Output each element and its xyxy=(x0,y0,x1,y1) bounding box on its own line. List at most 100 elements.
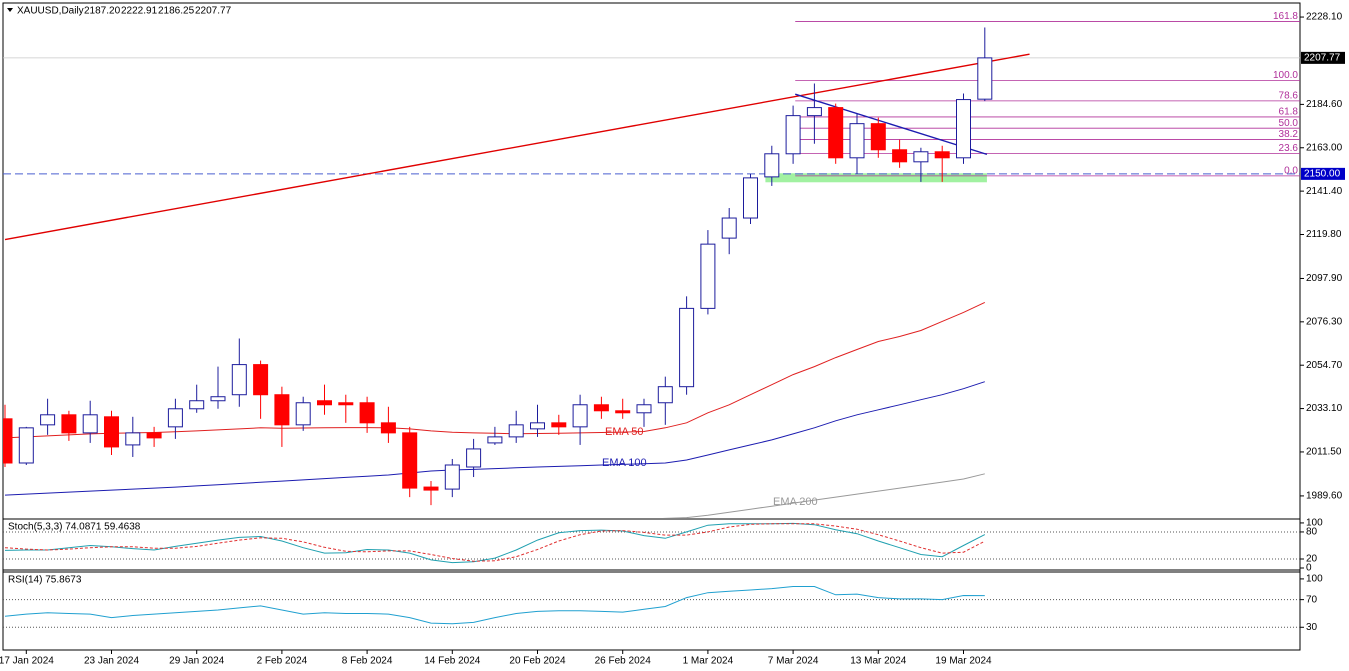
x-tick-label: 23 Jan 2024 xyxy=(84,656,139,667)
candle-body xyxy=(657,386,673,404)
fib-label: 38.2 xyxy=(1279,129,1299,140)
indicator-title: RSI(14) 75.8673 xyxy=(8,575,82,586)
candle-body xyxy=(231,364,247,396)
y-tick-label: 2033.10 xyxy=(1306,403,1343,414)
high-label: 2222.91 xyxy=(121,6,158,17)
y-tick-label: 2011.50 xyxy=(1306,447,1342,458)
x-tick-label: 20 Feb 2024 xyxy=(509,656,566,667)
candle-body xyxy=(444,464,460,490)
stoch-panel: Stoch(5,3,3) 74.0871 59.4638 xyxy=(3,522,1300,564)
trendline xyxy=(795,93,988,156)
y-tick-label: 100 xyxy=(1306,518,1323,529)
candle-body xyxy=(743,177,758,219)
level-tag xyxy=(1301,167,1345,180)
candle-body xyxy=(892,149,908,163)
candle-body xyxy=(466,448,482,468)
candle-body xyxy=(508,424,524,438)
x-tick-label: 14 Feb 2024 xyxy=(424,656,481,667)
menu-triangle xyxy=(7,8,13,12)
candle-body xyxy=(977,57,993,100)
ema-label: EMA 100 xyxy=(602,457,647,469)
ema-line xyxy=(4,381,985,496)
candle-body xyxy=(913,151,929,163)
y-tick-label: 2097.90 xyxy=(1306,273,1343,284)
last-price-label: 2207.77 xyxy=(1304,53,1341,64)
y-tick-label: 2076.30 xyxy=(1306,316,1343,327)
fib-label: 161.8 xyxy=(1273,11,1298,22)
candle-body xyxy=(551,422,567,428)
last-price-tag xyxy=(1301,51,1345,64)
ema-label: EMA 50 xyxy=(605,426,644,438)
candle-body xyxy=(721,217,737,239)
candle-body xyxy=(572,404,588,428)
candle-body xyxy=(806,107,822,117)
candle-body xyxy=(253,364,269,396)
indicator-line xyxy=(4,586,985,625)
x-tick-label: 1 Mar 2024 xyxy=(683,656,734,667)
candle-body xyxy=(849,123,865,159)
candle-body xyxy=(317,400,332,406)
candle-body xyxy=(274,394,290,426)
y-tick-label: 100 xyxy=(1306,574,1323,585)
candle-body xyxy=(402,432,418,489)
x-tick-label: 17 Jan 2024 xyxy=(0,656,54,667)
candle-body xyxy=(104,416,119,448)
y-tick-label: 1989.60 xyxy=(1306,491,1343,502)
candle-body xyxy=(828,107,844,159)
fib-label: 78.6 xyxy=(1279,91,1299,102)
candle-body xyxy=(189,400,205,410)
y-tick-label: 30 xyxy=(1306,622,1318,633)
y-tick-label: 2163.00 xyxy=(1306,142,1343,153)
ema-line xyxy=(662,473,985,518)
x-tick-label: 26 Feb 2024 xyxy=(595,656,652,667)
fib-label: 23.6 xyxy=(1279,143,1299,154)
x-tick-label: 2 Feb 2024 xyxy=(257,656,308,667)
x-tick-label: 7 Mar 2024 xyxy=(768,656,819,667)
candle-body xyxy=(423,486,439,491)
candle-body xyxy=(870,123,886,151)
candle-body xyxy=(82,414,98,434)
trendline xyxy=(4,53,1030,241)
x-tick-label: 8 Feb 2024 xyxy=(342,656,393,667)
candle-body xyxy=(700,243,716,309)
candle-body xyxy=(18,427,34,464)
candle-body xyxy=(146,432,162,439)
low-label: 2186.25 xyxy=(158,6,195,17)
level-tag-label: 2150.00 xyxy=(1304,169,1341,180)
y-tick-label: 2184.60 xyxy=(1306,99,1343,110)
support-zone xyxy=(765,173,987,183)
y-tick-label: 80 xyxy=(1306,527,1318,538)
candle-body xyxy=(487,436,503,444)
y-tick-label: 2228.10 xyxy=(1306,12,1343,23)
open-label: 2187.20 xyxy=(84,6,121,17)
candle-body xyxy=(210,396,226,402)
y-tick-label: 20 xyxy=(1306,554,1318,565)
candle-body xyxy=(359,402,375,424)
candle-body xyxy=(3,418,13,464)
fib-label: 61.8 xyxy=(1279,107,1299,118)
candle-body xyxy=(530,422,545,430)
y-tick-label: 0 xyxy=(1306,563,1312,574)
y-tick-label: 2054.70 xyxy=(1306,360,1343,371)
candle-body xyxy=(636,404,652,414)
fib-label: 100.0 xyxy=(1273,70,1298,81)
candle-body xyxy=(61,414,77,434)
candle-body xyxy=(785,115,801,155)
chart-title: XAUUSD,Daily xyxy=(17,6,84,17)
candle-body xyxy=(615,410,631,414)
y-tick-label: 2119.80 xyxy=(1306,229,1342,240)
indicator-title: Stoch(5,3,3) 74.0871 59.4638 xyxy=(8,522,141,533)
candle-body xyxy=(764,153,780,178)
plot-frame xyxy=(2,2,1301,651)
indicator-line xyxy=(4,523,986,562)
candle-body xyxy=(125,432,141,446)
rsi-panel: RSI(14) 75.8673 xyxy=(3,575,1300,628)
x-tick-label: 29 Jan 2024 xyxy=(169,656,224,667)
candle-body xyxy=(380,422,396,434)
candle-body xyxy=(679,307,695,388)
candle-body xyxy=(593,404,609,412)
ema-label: EMA 200 xyxy=(773,496,818,508)
close-label: 2207.77 xyxy=(195,6,232,17)
